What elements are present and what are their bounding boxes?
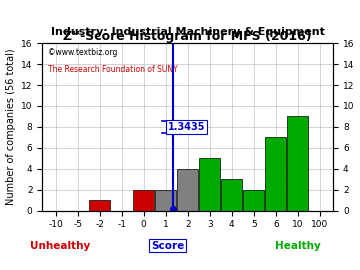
Text: 1.3435: 1.3435 [168,122,205,132]
Text: ©www.textbiz.org: ©www.textbiz.org [48,48,117,57]
Bar [199,158,220,211]
Text: Industry: Industrial Machinery & Equipment: Industry: Industrial Machinery & Equipme… [51,26,325,36]
Bar [155,190,176,211]
Text: The Research Foundation of SUNY: The Research Foundation of SUNY [48,65,178,74]
Bar [133,190,154,211]
Bar [177,169,198,211]
Text: Score: Score [151,241,184,251]
Title: Z''-Score Histogram for MFS (2016): Z''-Score Histogram for MFS (2016) [63,30,312,43]
Bar [89,200,110,211]
Bar [243,190,264,211]
Bar [265,137,287,211]
Text: Unhealthy: Unhealthy [30,241,90,251]
Bar [221,179,242,211]
Bar [288,116,309,211]
Text: Healthy: Healthy [275,241,321,251]
Y-axis label: Number of companies (56 total): Number of companies (56 total) [5,49,15,205]
